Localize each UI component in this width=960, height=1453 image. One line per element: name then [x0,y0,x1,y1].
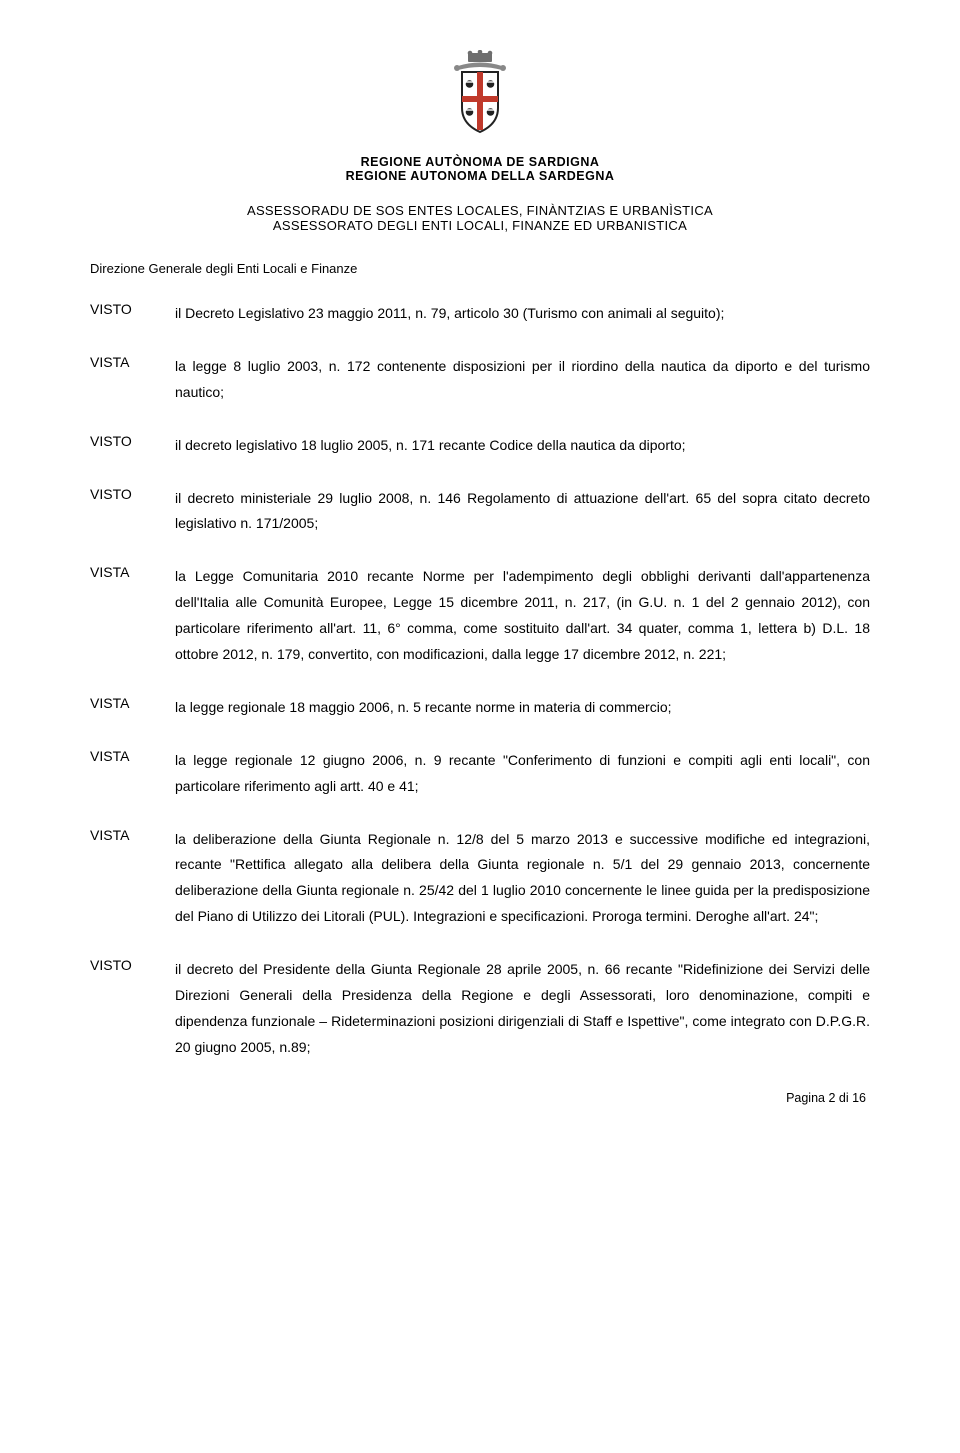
assessor-block: ASSESSORADU DE SOS ENTES LOCALES, FINÀNT… [90,203,870,233]
list-item: VISTOil decreto del Presidente della Giu… [90,957,870,1061]
page-footer: Pagina 2 di 16 [90,1091,870,1105]
org-line-1: REGIONE AUTÒNOMA DE SARDIGNA [90,155,870,169]
item-label: VISTA [90,827,175,931]
item-text: la legge 8 luglio 2003, n. 172 contenent… [175,354,870,406]
list-item: VISTOil decreto ministeriale 29 luglio 2… [90,486,870,538]
list-item: VISTOil decreto legislativo 18 luglio 20… [90,433,870,459]
crest-container [90,50,870,145]
list-item: VISTAla legge regionale 18 maggio 2006, … [90,695,870,721]
item-label: VISTA [90,748,175,800]
list-item: VISTAla legge regionale 12 giugno 2006, … [90,748,870,800]
crest-scroll [454,63,506,72]
crest-crown [468,50,493,62]
directorate-line: Direzione Generale degli Enti Locali e F… [90,261,870,276]
item-label: VISTA [90,695,175,721]
item-label: VISTA [90,354,175,406]
document-page: REGIONE AUTÒNOMA DE SARDIGNA REGIONE AUT… [0,0,960,1165]
item-text: la Legge Comunitaria 2010 recante Norme … [175,564,870,668]
assessor-line-1: ASSESSORADU DE SOS ENTES LOCALES, FINÀNT… [90,203,870,218]
item-text: il decreto legislativo 18 luglio 2005, n… [175,433,870,459]
assessor-line-2: ASSESSORATO DEGLI ENTI LOCALI, FINANZE E… [90,218,870,233]
items-list: VISTOil Decreto Legislativo 23 maggio 20… [90,301,870,1061]
item-text: la legge regionale 12 giugno 2006, n. 9 … [175,748,870,800]
item-label: VISTO [90,301,175,327]
item-label: VISTA [90,564,175,668]
crest-icon [440,50,520,145]
crest-cross-h [462,96,498,102]
item-text: il Decreto Legislativo 23 maggio 2011, n… [175,301,870,327]
item-label: VISTO [90,486,175,538]
item-text: la legge regionale 18 maggio 2006, n. 5 … [175,695,870,721]
list-item: VISTOil Decreto Legislativo 23 maggio 20… [90,301,870,327]
org-block: REGIONE AUTÒNOMA DE SARDIGNA REGIONE AUT… [90,155,870,183]
list-item: VISTAla deliberazione della Giunta Regio… [90,827,870,931]
item-text: il decreto del Presidente della Giunta R… [175,957,870,1061]
list-item: VISTAla legge 8 luglio 2003, n. 172 cont… [90,354,870,406]
item-label: VISTO [90,957,175,1061]
list-item: VISTAla Legge Comunitaria 2010 recante N… [90,564,870,668]
org-line-2: REGIONE AUTONOMA DELLA SARDEGNA [90,169,870,183]
item-text: il decreto ministeriale 29 luglio 2008, … [175,486,870,538]
item-label: VISTO [90,433,175,459]
item-text: la deliberazione della Giunta Regionale … [175,827,870,931]
